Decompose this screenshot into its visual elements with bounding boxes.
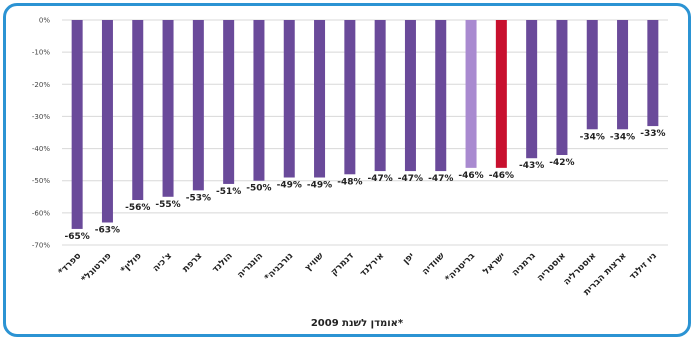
bar (101, 20, 113, 223)
bar (586, 20, 598, 130)
category-label: יפן (401, 251, 417, 267)
bar (132, 20, 144, 200)
data-label: -63% (95, 226, 120, 236)
bar (192, 20, 204, 191)
data-label: -49% (307, 181, 332, 191)
data-label: -51% (216, 187, 241, 197)
category-label: הונגריה (236, 251, 265, 280)
data-label: -33% (640, 129, 665, 139)
y-tick-label: -70% (32, 242, 50, 250)
data-label: -47% (368, 174, 393, 184)
y-axis-ticks: 0% -10% -20% -30% -40% -50% -60% -70% (32, 17, 50, 250)
footnote: *אומדן לשנת 2009 (311, 318, 404, 329)
category-label: ניו זילנד (628, 251, 659, 282)
data-label: -53% (186, 193, 211, 203)
bar (283, 20, 295, 178)
data-label: -46% (458, 171, 483, 181)
bar (617, 20, 629, 130)
category-label: פולין* (119, 251, 144, 276)
category-label: שוודיה (421, 251, 447, 277)
data-label: -34% (610, 132, 635, 142)
y-tick-label: -60% (32, 209, 50, 217)
gridlines (62, 19, 668, 246)
y-tick-label: -30% (32, 113, 50, 121)
category-label: פורטוגל* (80, 251, 114, 285)
y-tick-label: -40% (32, 145, 50, 153)
data-label: -50% (246, 184, 271, 194)
bar (526, 20, 538, 159)
data-labels: -65% -63% -56% -55% -53% -51% -50% -49% -49% -48%… (65, 129, 666, 242)
category-label: ישראל (481, 251, 507, 277)
data-label: -47% (398, 174, 423, 184)
category-labels: ספרד*פורטוגל* פולין* צ'כיה צרפת הולנד הונגריה… (57, 251, 659, 298)
category-label: ספרד* (57, 251, 83, 277)
category-label: צ'כיה (151, 251, 174, 274)
bar (344, 20, 356, 175)
category-label: אירלנד (358, 251, 386, 279)
bar (314, 20, 326, 178)
data-label: -55% (155, 200, 180, 210)
data-label: -46% (489, 171, 514, 181)
data-label: -47% (428, 174, 453, 184)
bar (465, 20, 477, 168)
y-tick-label: -10% (32, 49, 50, 57)
bar (404, 20, 416, 172)
category-label: נורבגיה* (263, 251, 295, 283)
bar (374, 20, 386, 172)
bar (253, 20, 265, 181)
y-tick-label: -20% (32, 81, 50, 89)
y-tick-label: 0% (39, 17, 50, 25)
category-label: שוויץ (303, 251, 325, 273)
category-label: צרפת (181, 251, 205, 275)
category-label: הולנד (211, 251, 235, 275)
y-tick-label: -50% (32, 177, 50, 185)
bar (556, 20, 568, 155)
bar (435, 20, 447, 172)
data-label: -65% (65, 232, 90, 242)
bar (495, 20, 507, 168)
data-label: -42% (549, 158, 574, 168)
data-label: -56% (125, 203, 150, 213)
bar (223, 20, 235, 184)
category-label: בריטניה* (444, 251, 478, 285)
bar (162, 20, 174, 197)
data-label: -49% (277, 181, 302, 191)
category-label: גרמניה (510, 251, 537, 278)
bar (71, 20, 83, 229)
data-label: -34% (580, 132, 605, 142)
bars (71, 20, 659, 229)
bar (647, 20, 659, 127)
data-label: -48% (337, 177, 362, 187)
data-label: -43% (519, 161, 544, 171)
category-label: דנמרק (329, 251, 356, 278)
